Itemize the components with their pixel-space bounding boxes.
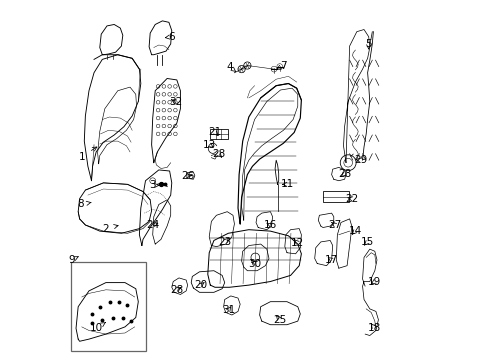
Text: 2: 2 — [102, 224, 118, 234]
Text: 9: 9 — [68, 255, 78, 265]
Text: 3: 3 — [149, 180, 159, 190]
Text: 12: 12 — [290, 238, 304, 248]
Text: 21: 21 — [208, 127, 221, 138]
Text: 23: 23 — [218, 237, 231, 247]
Text: 22: 22 — [345, 194, 358, 204]
Text: 6: 6 — [165, 32, 175, 42]
Text: 18: 18 — [367, 323, 381, 333]
Text: 4: 4 — [225, 62, 235, 72]
Text: 5: 5 — [365, 39, 371, 49]
Text: 20: 20 — [194, 280, 207, 290]
Text: 32: 32 — [168, 96, 182, 107]
Text: 17: 17 — [325, 255, 338, 265]
Text: 28: 28 — [211, 149, 225, 159]
Text: 24: 24 — [146, 220, 159, 230]
Text: 15: 15 — [360, 237, 373, 247]
Text: 16: 16 — [263, 220, 277, 230]
Text: 1: 1 — [78, 147, 97, 162]
Text: 26: 26 — [181, 171, 194, 181]
Text: 28: 28 — [337, 168, 350, 179]
Text: 25: 25 — [273, 315, 286, 325]
Text: 30: 30 — [247, 258, 261, 269]
Text: 14: 14 — [348, 226, 361, 236]
Text: 10: 10 — [89, 323, 105, 333]
Text: 19: 19 — [367, 276, 381, 287]
Text: 13: 13 — [202, 140, 215, 150]
Text: 28: 28 — [170, 285, 183, 295]
Text: 8: 8 — [77, 199, 91, 210]
Text: 29: 29 — [353, 155, 366, 165]
Text: 7: 7 — [276, 60, 286, 71]
Text: 31: 31 — [221, 305, 234, 315]
Text: 11: 11 — [280, 179, 293, 189]
Text: 27: 27 — [328, 220, 341, 230]
